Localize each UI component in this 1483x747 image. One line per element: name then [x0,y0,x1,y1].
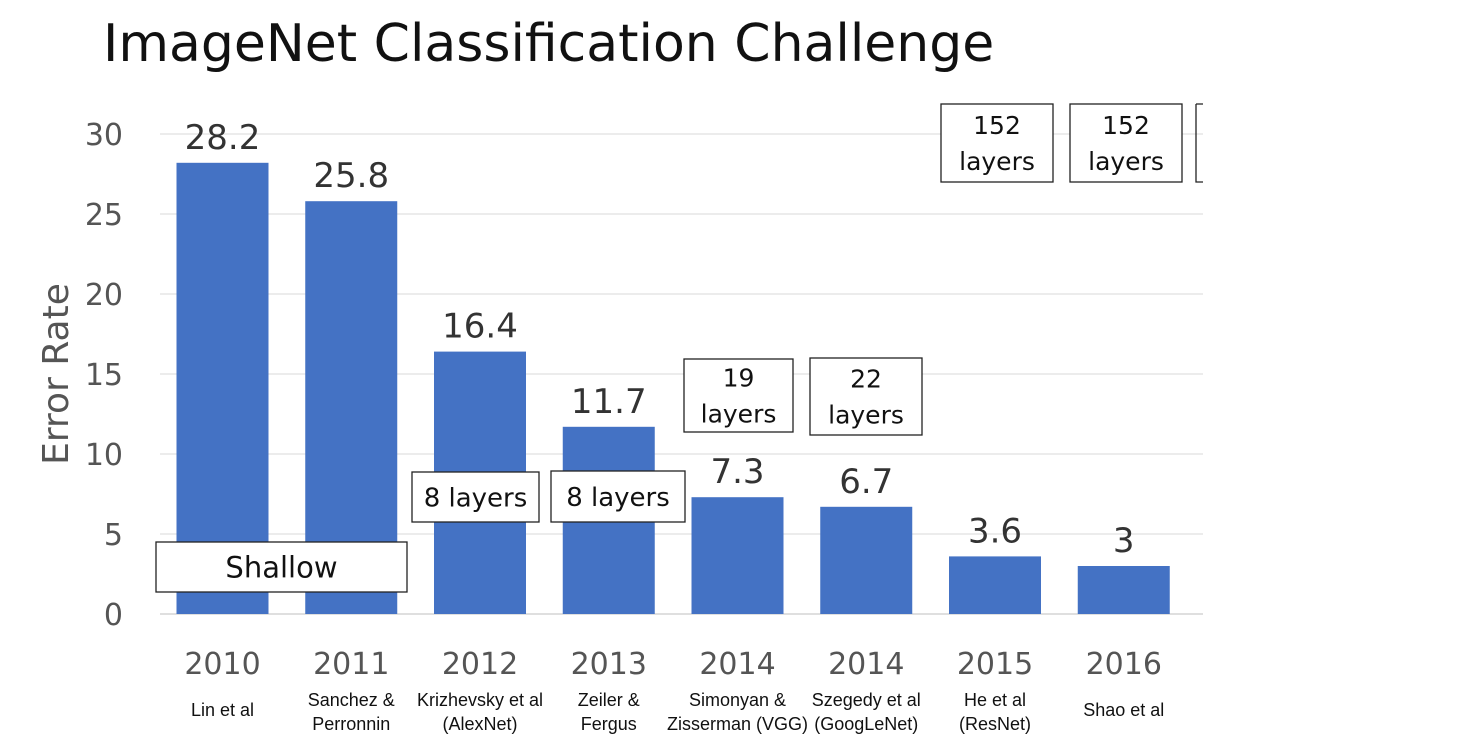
author-label: Sanchez & [308,690,395,710]
author-label: (ResNet) [959,714,1031,734]
annotation-box: 8 layers [411,471,540,523]
annotation-box: Shallow [155,541,408,593]
axes: 0 5 10 15 20 25 30 Error Rate 2010 Lin et al 2011 S… [36,118,1164,734]
bar [176,162,269,615]
y-tick-label: 30 [85,118,123,153]
bar-value-label: 6.7 [839,462,893,502]
value-labels: 28.2 25.8 16.4 11.7 7.3 6.7 3.6 3 [185,118,1135,561]
author-label: Lin et al [191,700,254,720]
x-tick-label: 2013 [571,647,647,682]
author-label: Szegedy et al [812,690,921,710]
author-label: (GoogLeNet) [814,714,918,734]
x-tick-label: 2016 [1086,647,1162,682]
bar-value-label: 3 [1113,521,1135,561]
y-tick-label: 10 [85,438,123,473]
annotation-box: 19 layers [683,358,794,433]
annotation-text: layers [1088,147,1164,176]
bar-value-label: 7.3 [710,452,764,492]
x-tick-label: 2014 [699,647,775,682]
annotation-text: layers [959,147,1035,176]
annotation-box-frame [550,470,686,523]
author-label: Zisserman (VGG) [667,714,808,734]
author-label: Shao et al [1083,700,1164,720]
author-label: (AlexNet) [442,714,517,734]
bar-value-label: 11.7 [571,382,647,422]
annotation-text: 22 [850,364,882,393]
bar [820,506,913,614]
annotation-box-frame [940,103,1054,183]
annotation-box-frame [411,471,540,523]
author-label: Simonyan & [689,690,786,710]
bar-value-label: 25.8 [313,156,389,196]
annotation-box-frame [809,357,923,436]
annotation-text: 152 [973,111,1021,140]
slide-title: ImageNet Classification Challenge [103,14,995,74]
y-tick-label: 25 [85,198,123,233]
bar-value-label: 28.2 [185,118,261,158]
x-tick-label: 2011 [313,647,389,682]
annotation-box-frame [155,541,408,593]
y-tick-label: 20 [85,278,123,313]
annotation-text: 8 layers [566,483,670,513]
author-label: Fergus [581,714,637,734]
annotation-box: 22 layers [809,357,923,436]
x-tick-label: 2014 [828,647,904,682]
annotation-box: 152 layers [940,103,1054,183]
annotation-text: layers [701,400,777,429]
bar [949,556,1041,614]
annotation-text: layers [828,401,904,430]
y-tick-label: 15 [85,358,123,393]
annotation-box: 8 layers [550,470,686,523]
x-tick-label: 2010 [184,647,260,682]
author-label: Krizhevsky et al [417,690,543,710]
author-label: He et al [964,690,1026,710]
annotation-box: 152 layers [1069,103,1183,183]
annotation-box-frame [1069,103,1183,183]
x-tick-label: 2015 [957,647,1033,682]
y-tick-label: 0 [104,598,123,633]
annotation-box-frame [683,358,794,433]
author-label: Zeiler & [578,690,640,710]
annotation-text: 19 [723,363,755,392]
annotation-text: Shallow [225,550,337,584]
annotation-box-partial [1195,103,1203,183]
author-label: Perronnin [312,714,390,734]
bar-value-label: 3.6 [968,511,1022,551]
y-axis-title: Error Rate [36,283,77,465]
annotation-text: 8 layers [424,483,528,513]
bar-value-label: 16.4 [442,307,518,347]
bar [1077,566,1170,614]
y-tick-label: 5 [104,518,123,553]
x-tick-label: 2012 [442,647,518,682]
bar [691,497,784,614]
annotation-text: 152 [1102,111,1150,140]
